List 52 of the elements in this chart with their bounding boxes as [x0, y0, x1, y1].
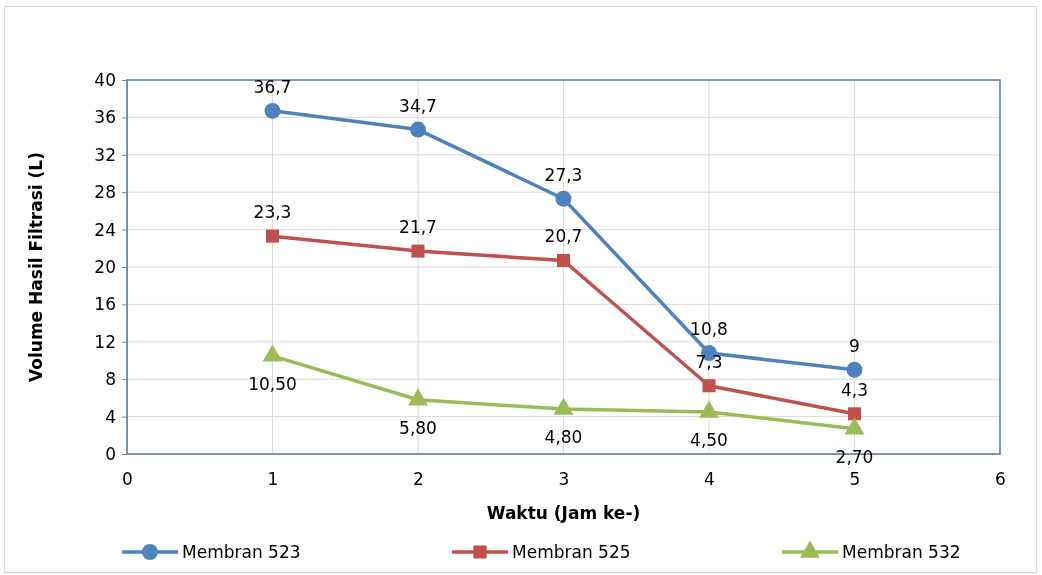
- point: [262, 344, 283, 362]
- data-label: 7,3: [695, 351, 723, 372]
- y-tick-label: 4: [105, 406, 116, 427]
- point: [408, 388, 428, 406]
- y-tick-label: 28: [94, 182, 116, 203]
- data-label: 21,7: [399, 217, 437, 238]
- x-tick-label: 3: [558, 469, 570, 490]
- point: [699, 400, 719, 418]
- y-tick-label: 24: [94, 219, 116, 240]
- point: [556, 253, 571, 267]
- point: [411, 244, 425, 258]
- point: [265, 229, 280, 243]
- legend-label: Membran 532: [842, 542, 961, 562]
- y-tick-label: 32: [94, 144, 116, 165]
- data-label: 27,3: [544, 164, 583, 185]
- point: [844, 417, 865, 435]
- data-label: 10,8: [690, 319, 728, 340]
- y-tick-label: 36: [94, 107, 116, 128]
- x-axis-title: Waktu (Jam ke-): [486, 503, 641, 523]
- data-label: 20,7: [544, 226, 583, 247]
- legend-label: Membran 525: [512, 542, 631, 562]
- data-label: 9: [849, 335, 860, 356]
- point: [555, 190, 572, 207]
- point: [410, 121, 426, 138]
- data-label: 36,7: [253, 76, 292, 97]
- point: [702, 379, 716, 393]
- y-tick-label: 40: [94, 69, 116, 90]
- data-label: 4,80: [544, 427, 583, 448]
- x-tick-label: 4: [704, 469, 715, 490]
- data-label: 34,7: [399, 95, 437, 116]
- y-axis-title: Volume Hasil Filtrasi (L): [26, 152, 46, 382]
- x-tick-label: 6: [995, 469, 1006, 490]
- y-tick-label: 12: [94, 331, 116, 352]
- data-label: 2,70: [835, 446, 874, 467]
- x-tick-label: 2: [413, 469, 424, 490]
- x-tick-label: 0: [122, 469, 133, 490]
- x-tick-label: 5: [849, 469, 861, 490]
- data-label: 10,50: [248, 373, 297, 394]
- y-tick-label: 16: [94, 294, 116, 315]
- data-label: 23,3: [253, 202, 292, 223]
- legend-label: Membran 523: [182, 542, 301, 562]
- point: [846, 361, 863, 378]
- y-tick-label: 20: [94, 256, 116, 277]
- x-tick-label: 1: [267, 469, 279, 490]
- y-tick-label: 0: [105, 443, 116, 464]
- point: [847, 407, 862, 421]
- data-label: 4,50: [690, 429, 728, 450]
- y-tick-label: 8: [105, 369, 116, 390]
- point: [264, 102, 281, 119]
- data-label: 4,3: [840, 379, 869, 400]
- point: [553, 397, 574, 415]
- data-label: 5,80: [399, 417, 437, 438]
